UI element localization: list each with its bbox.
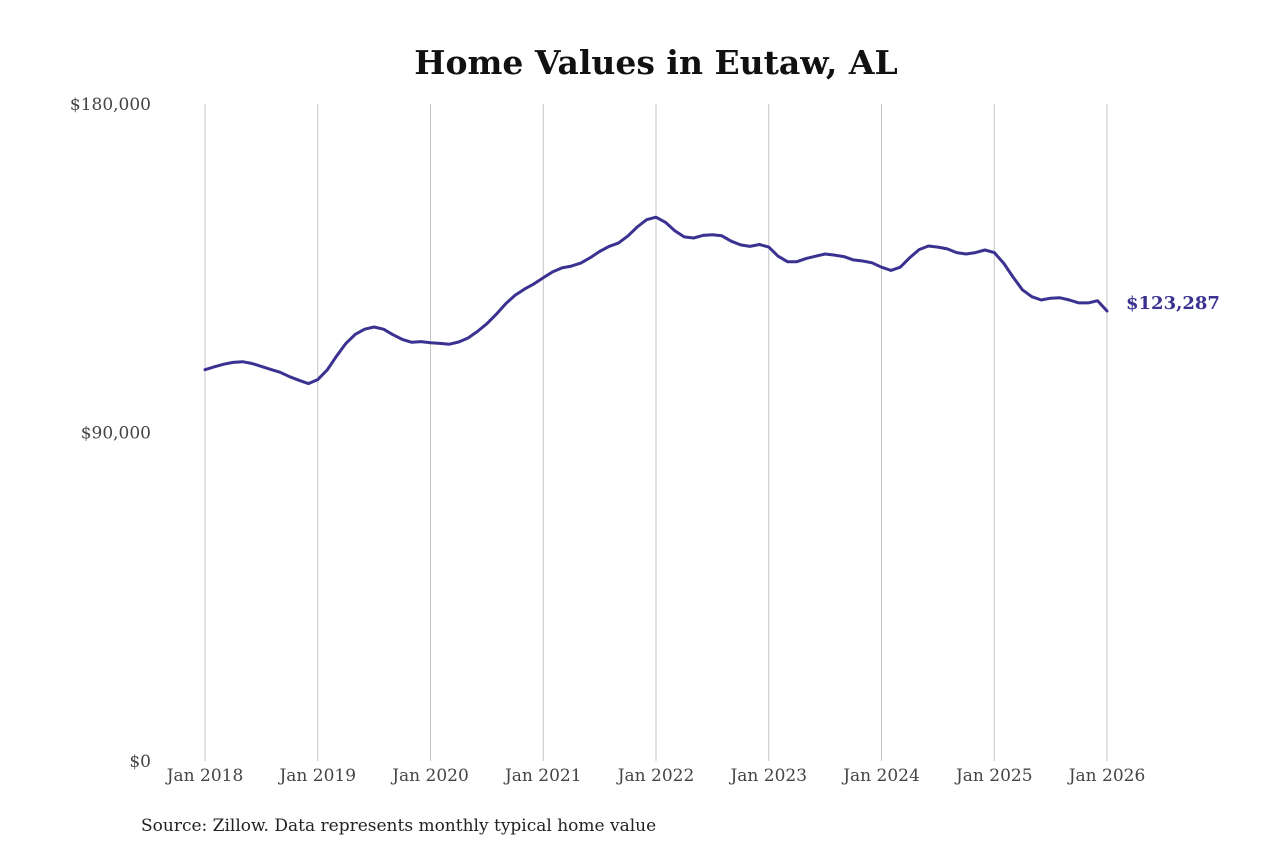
source-note: Source: Zillow. Data represents monthly … [141, 816, 657, 836]
x-tick-label: Jan 2026 [1067, 766, 1146, 786]
vertical-gridlines [204, 104, 1108, 761]
chart-title: Home Values in Eutaw, AL [414, 43, 897, 82]
x-tick-label: Jan 2021 [503, 766, 582, 786]
series-line [203, 215, 1109, 386]
y-tick-label: $0 [129, 752, 151, 772]
end-value-label: $123,287 [1126, 293, 1220, 314]
x-tick-label: Jan 2022 [616, 766, 695, 786]
y-axis-ticks: $0 $90,000 $180,000 [70, 95, 151, 772]
series-lines [203, 215, 1109, 386]
x-tick-label: Jan 2024 [841, 766, 920, 786]
y-tick-label: $90,000 [81, 424, 151, 444]
x-tick-label: Jan 2020 [390, 766, 469, 786]
y-tick-label: $180,000 [70, 95, 151, 115]
x-tick-label: Jan 2025 [954, 766, 1033, 786]
x-tick-label: Jan 2018 [165, 766, 244, 786]
data-labels: $123,287 [1126, 293, 1220, 314]
x-tick-label: Jan 2019 [277, 766, 356, 786]
x-tick-label: Jan 2023 [728, 766, 807, 786]
x-axis-ticks: Jan 2018 Jan 2019 Jan 2020 Jan 2021 Jan 2022… [165, 766, 1146, 786]
